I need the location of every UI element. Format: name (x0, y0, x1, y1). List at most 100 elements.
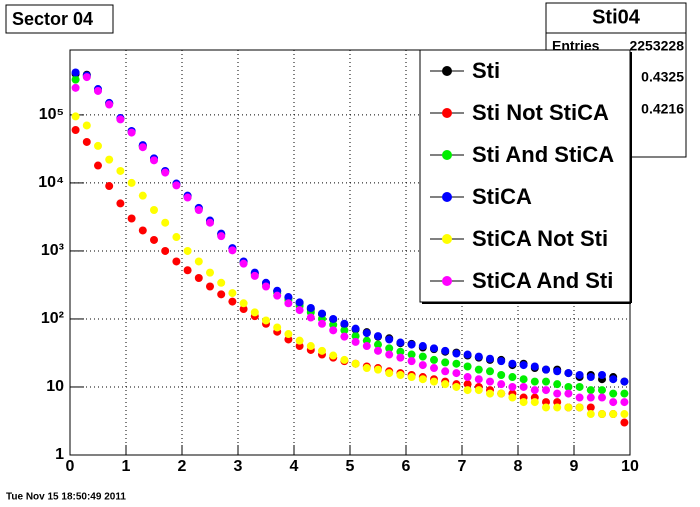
data-point (564, 382, 573, 391)
data-point (609, 389, 618, 398)
data-point (318, 309, 326, 318)
data-point (374, 332, 382, 341)
y-tick-label: 10² (41, 310, 64, 327)
data-point (239, 259, 248, 268)
data-point (519, 398, 528, 407)
data-point (575, 382, 584, 391)
data-point (351, 359, 360, 368)
data-point (194, 205, 203, 214)
data-point (620, 389, 629, 398)
data-point (262, 316, 270, 325)
data-point (362, 342, 371, 351)
data-point (598, 371, 606, 380)
legend: Sti Sti Not StiCA Sti And StiCA StiCA StiCA … (419, 49, 632, 304)
data-point (105, 182, 114, 191)
legend-marker (442, 192, 452, 202)
data-point (374, 365, 382, 374)
title-box (5, 4, 114, 34)
data-point (71, 75, 80, 84)
data-point (161, 218, 170, 227)
legend-marker (442, 234, 452, 244)
data-point (620, 398, 629, 407)
data-point (351, 324, 360, 333)
data-point (418, 352, 427, 361)
legend-marker (442, 150, 452, 160)
data-point (407, 373, 416, 382)
data-point (441, 367, 450, 376)
data-point (430, 344, 438, 353)
data-point (82, 137, 91, 146)
data-point (519, 382, 528, 391)
data-point (463, 362, 472, 371)
data-point (620, 418, 629, 427)
data-point (396, 353, 405, 362)
data-point (452, 369, 461, 378)
data-point (206, 282, 214, 291)
data-point (418, 375, 427, 384)
data-point (172, 257, 181, 266)
data-point (441, 380, 450, 389)
data-point (318, 319, 326, 328)
legend-marker (442, 108, 452, 118)
data-point (598, 393, 606, 402)
data-point (452, 349, 461, 358)
data-point (463, 373, 472, 382)
data-point (620, 377, 629, 386)
data-point (586, 393, 595, 402)
data-point (508, 382, 517, 391)
data-point (418, 342, 427, 351)
data-point (273, 323, 282, 332)
data-point (183, 266, 192, 275)
data-point (452, 382, 461, 391)
x-tick-label: 5 (346, 458, 355, 475)
y-tick-label: 10⁴ (38, 174, 64, 191)
data-point (161, 246, 170, 255)
data-point (530, 386, 539, 395)
data-point (564, 403, 573, 412)
data-point (396, 371, 405, 380)
data-point (194, 257, 203, 266)
data-point (318, 346, 326, 355)
data-point (284, 330, 293, 339)
data-point (586, 410, 595, 419)
data-point (116, 115, 125, 124)
data-point (71, 112, 80, 121)
data-point (519, 361, 528, 370)
x-tick-label: 2 (178, 458, 187, 475)
data-point (94, 86, 102, 95)
data-point (530, 362, 539, 371)
data-point (161, 168, 170, 177)
data-point (463, 380, 472, 389)
data-point (508, 359, 517, 368)
data-point (306, 342, 315, 351)
data-point (71, 68, 80, 77)
data-point (542, 403, 550, 412)
data-point (385, 350, 394, 359)
data-point (564, 369, 573, 378)
data-point (340, 332, 349, 341)
x-tick-label: 0 (66, 458, 75, 475)
data-point (575, 403, 584, 412)
data-point (508, 393, 517, 402)
data-point (105, 155, 114, 164)
data-point (430, 364, 438, 373)
data-point (385, 344, 394, 353)
data-point (362, 329, 371, 338)
data-point (239, 299, 248, 308)
data-point (396, 347, 405, 356)
y-tick-label: 1 (55, 446, 64, 463)
data-point (519, 375, 528, 384)
data-point (138, 143, 147, 152)
data-point (340, 326, 349, 335)
data-point (273, 291, 282, 300)
data-point (127, 128, 136, 137)
data-point (150, 235, 158, 244)
data-point (116, 199, 125, 208)
data-point (183, 246, 192, 255)
data-point (407, 357, 416, 366)
data-point (306, 313, 315, 322)
data-point (553, 367, 562, 376)
legend-label: StiCA (472, 184, 532, 209)
